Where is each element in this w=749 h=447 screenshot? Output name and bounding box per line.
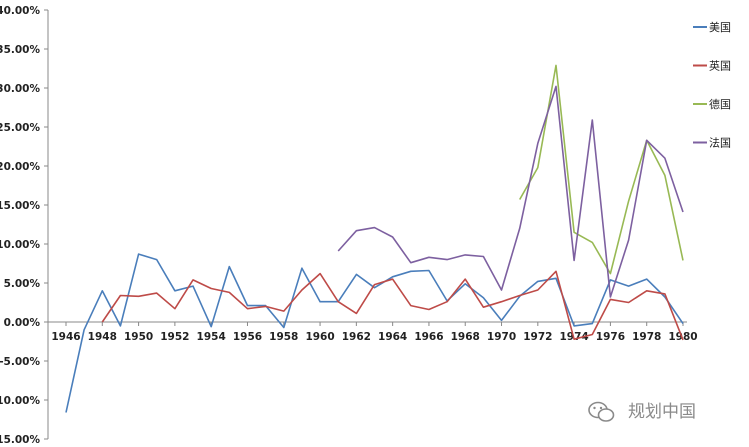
y-tick-label: -5.00% <box>0 356 40 368</box>
y-axis-ticks: 40.00% 35.00% 30.00% 25.00% 20.00% 15.00% 10.0… <box>0 5 48 446</box>
x-tick-label: 1952 <box>160 331 189 343</box>
y-tick-label: -10.00% <box>0 395 40 407</box>
y-tick-label: 0.00% <box>4 317 41 329</box>
y-tick-label: 35.00% <box>0 44 40 56</box>
y-tick-label: 5.00% <box>4 278 41 290</box>
legend-label: 英国 <box>709 59 731 73</box>
watermark: 规划中国 <box>588 401 696 422</box>
x-tick-label: 1968 <box>451 331 480 343</box>
series-line-2 <box>519 64 684 275</box>
series-line-1 <box>101 270 684 341</box>
x-tick-label: 1946 <box>51 331 80 343</box>
x-tick-label: 1954 <box>197 331 226 343</box>
y-tick-label: 10.00% <box>0 239 40 251</box>
y-tick-label: -15.00% <box>0 434 40 446</box>
x-axis-ticks: 1946 1948 1950 1952 1954 1956 1958 1960 1962 1964… <box>51 322 698 343</box>
series-lines <box>65 64 684 413</box>
x-tick-label: 1950 <box>124 331 153 343</box>
y-tick-label: 40.00% <box>0 5 40 17</box>
x-tick-label: 1958 <box>269 331 298 343</box>
legend-label: 法国 <box>709 136 731 150</box>
x-tick-label: 1980 <box>668 331 697 343</box>
x-tick-label: 1972 <box>523 331 552 343</box>
y-tick-label: 30.00% <box>0 83 40 95</box>
legend-label: 美国 <box>709 21 731 34</box>
x-tick-label: 1956 <box>233 331 262 343</box>
x-tick-label: 1964 <box>378 331 407 343</box>
y-tick-label: 25.00% <box>0 122 40 134</box>
x-tick-label: 1962 <box>342 331 371 343</box>
x-tick-label: 1960 <box>305 331 334 343</box>
series-line-3 <box>337 85 684 298</box>
y-tick-label: 15.00% <box>0 200 40 212</box>
legend-label: 德国 <box>709 97 731 111</box>
series-line-0 <box>65 253 684 413</box>
watermark-text: 规划中国 <box>628 402 696 422</box>
x-tick-label: 1978 <box>632 331 661 343</box>
axes <box>47 10 687 439</box>
x-tick-label: 1948 <box>88 331 117 343</box>
x-tick-label: 1966 <box>414 331 443 343</box>
y-tick-label: 20.00% <box>0 161 40 173</box>
x-tick-label: 1976 <box>596 331 625 343</box>
wechat-icon <box>588 401 615 422</box>
x-tick-label: 1970 <box>487 331 516 343</box>
